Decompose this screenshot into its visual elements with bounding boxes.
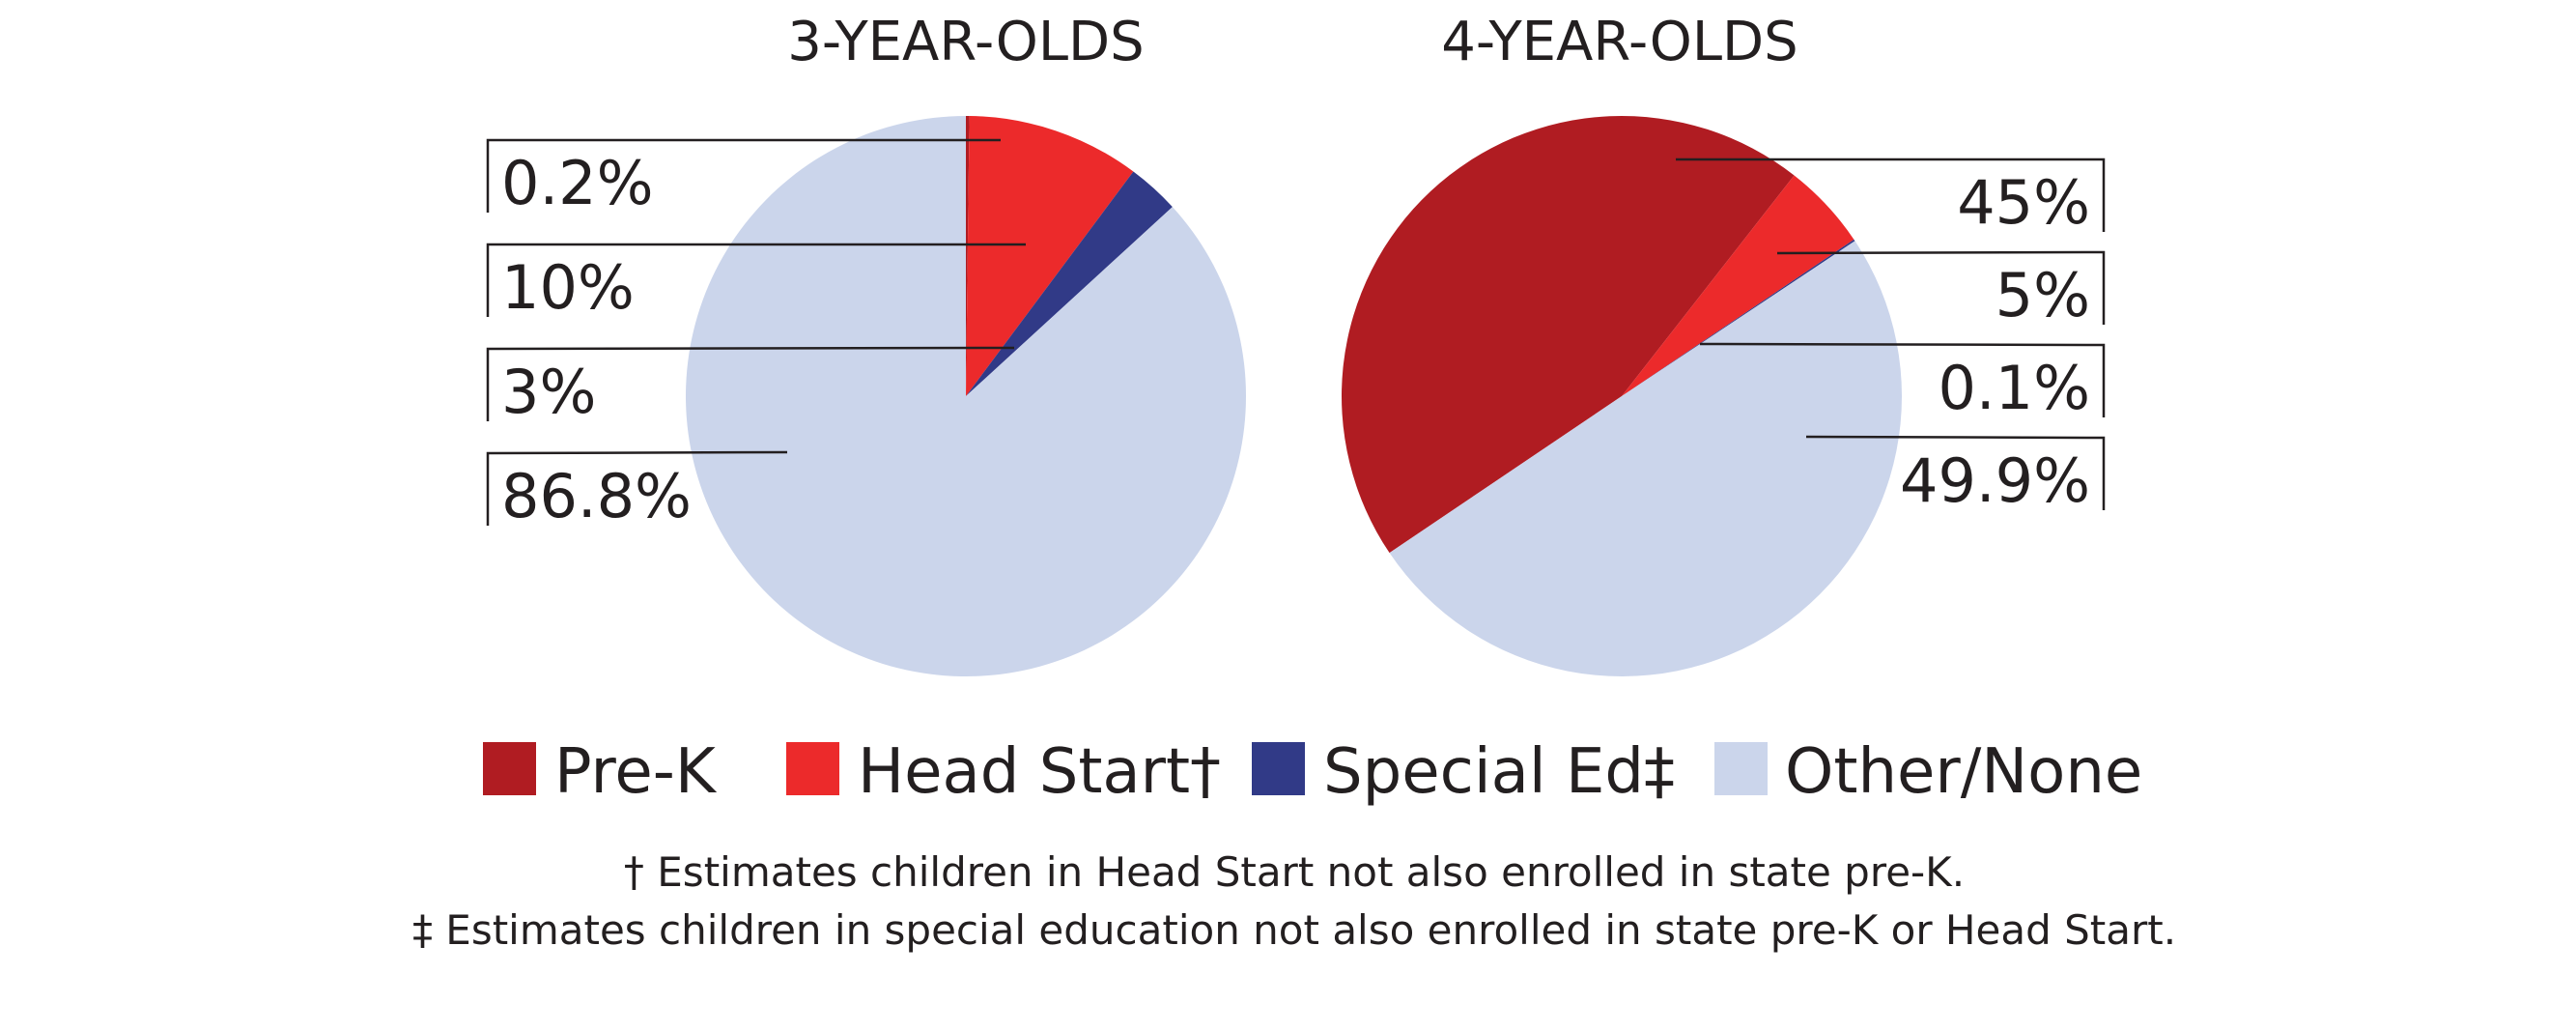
pie-chart-4-year-olds: 4-YEAR-OLDS 45% 5% 0.1% 49.9% [1341,11,2106,677]
legend-swatch-special-ed [1252,742,1305,795]
chart-title-4-year-olds: 4-YEAR-OLDS [1441,11,1798,73]
pie-slice-special-ed [1622,239,1855,396]
pie-slice-prek [966,116,970,396]
leader-line-prek [1676,158,2106,232]
legend-item-head-start: Head Start† [786,736,1221,808]
legend: Pre-K Head Start† Special Ed‡ Other/None [483,736,2142,808]
slices-4-year-olds [1341,115,1903,677]
legend-item-other-none: Other/None [1714,736,2142,808]
chart-title-3-year-olds: 3-YEAR-OLDS [787,11,1144,73]
labels-4-year-olds: 45% 5% 0.1% 49.9% [1676,158,2106,516]
data-label-group-other-none: 49.9% [1805,435,2106,516]
labels-3-year-olds: 0.2% 10% 3% 86.8% [486,138,1026,531]
leader-line-head-start [486,243,1026,317]
legend-swatch-prek [483,742,536,795]
leader-line-other-none [1805,435,2106,510]
legend-label-head-start: Head Start† [858,736,1221,808]
leader-line-prek [486,138,1001,213]
data-label-special-ed: 3% [501,357,596,427]
pie-slice-special-ed [966,171,1173,396]
footnote-special-ed: ‡ Estimates children in special educatio… [412,906,2176,954]
pie-slice-head-start [966,116,1134,397]
legend-swatch-head-start [786,742,839,795]
legend-item-special-ed: Special Ed‡ [1252,736,1675,808]
data-label-head-start: 5% [1996,260,2090,330]
leader-line-other-none [486,450,788,526]
legend-label-other-none: Other/None [1785,736,2142,808]
data-label-special-ed: 0.1% [1938,353,2090,423]
data-label-head-start: 10% [501,252,635,323]
data-label-prek: 45% [1957,167,2090,238]
pie-slice-other-none [1389,241,1903,677]
data-label-prek: 0.2% [501,148,654,218]
pie-slice-prek [1341,115,1795,554]
data-label-group-other-none: 86.8% [486,450,788,531]
pie-slice-head-start [1622,175,1854,396]
legend-label-prek: Pre-K [554,736,718,808]
legend-swatch-other-none [1714,742,1768,795]
leader-line-special-ed [486,346,1015,421]
legend-label-special-ed: Special Ed‡ [1323,736,1675,808]
leader-line-special-ed [1699,342,2106,417]
footnote-head-start: † Estimates children in Head Start not a… [624,848,1965,896]
data-label-other-none: 86.8% [501,461,692,531]
data-label-group-special-ed: 3% [486,346,1015,427]
footnotes: † Estimates children in Head Start not a… [412,848,2176,954]
pie-chart-3-year-olds: 3-YEAR-OLDS 0.2% 10% 3% 86.8% [486,11,1246,677]
data-label-group-prek: 45% [1676,158,2106,238]
legend-item-prek: Pre-K [483,736,718,808]
data-label-group-special-ed: 0.1% [1699,342,2106,423]
slices-3-year-olds [686,116,1246,677]
data-label-group-head-start: 5% [1776,250,2106,330]
pie-slice-other-none [686,116,1246,677]
leader-line-head-start [1776,250,2106,325]
data-label-group-head-start: 10% [486,243,1026,323]
data-label-group-prek: 0.2% [486,138,1001,218]
data-label-other-none: 49.9% [1900,445,2090,516]
